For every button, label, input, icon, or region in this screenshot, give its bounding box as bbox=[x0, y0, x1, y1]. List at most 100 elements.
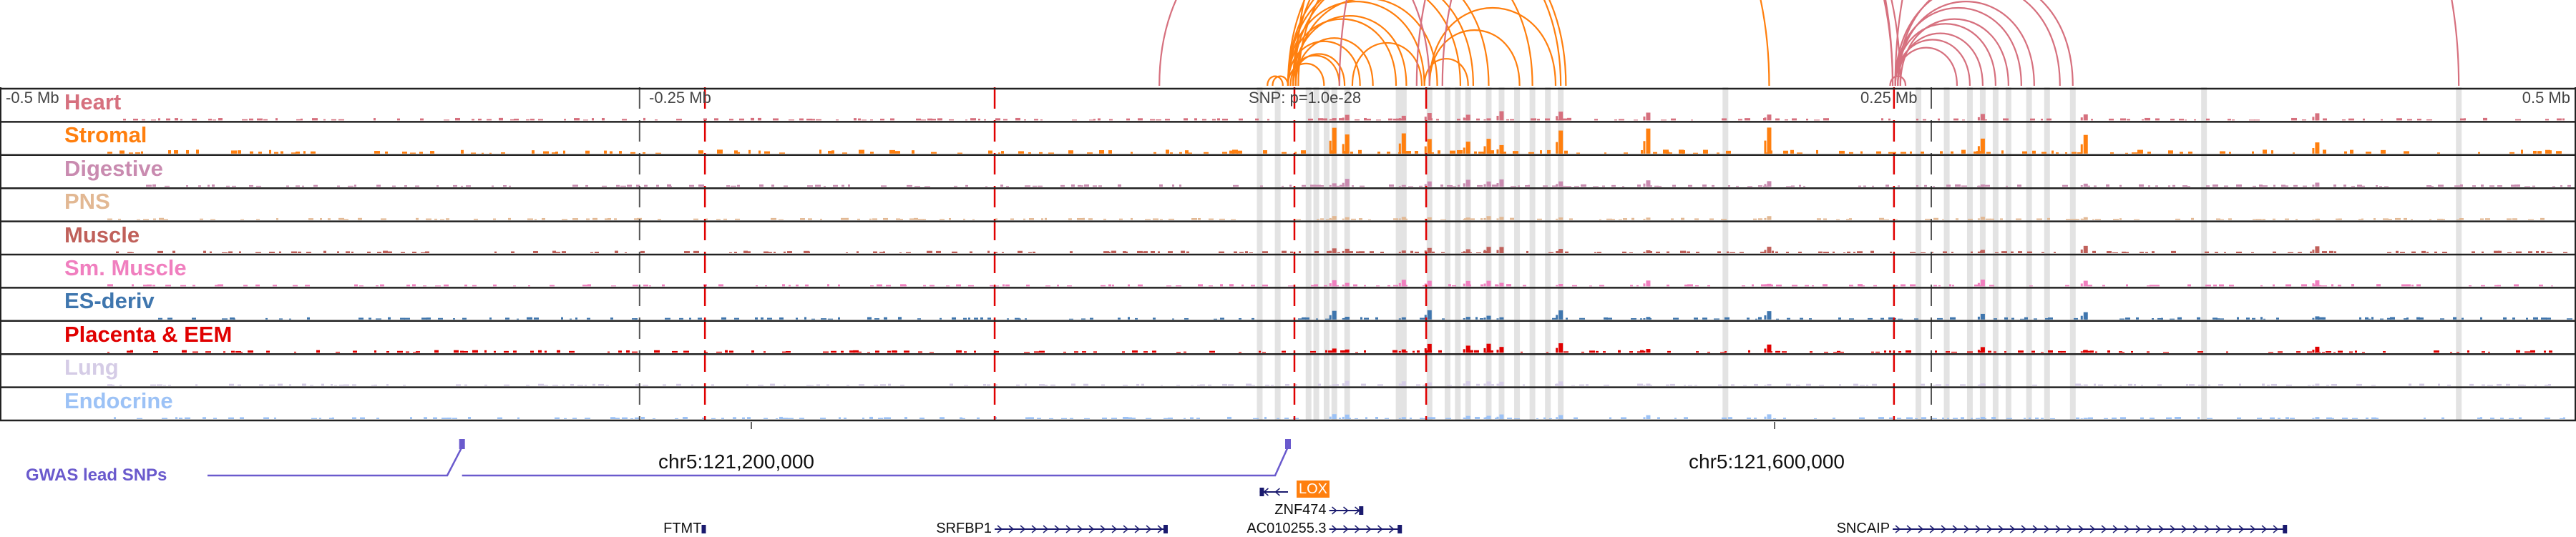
signal-bar bbox=[533, 250, 538, 253]
signal-bar bbox=[848, 184, 850, 187]
signal-peak bbox=[2083, 384, 2088, 386]
signal-peak bbox=[1767, 344, 1772, 353]
signal-bar bbox=[482, 152, 484, 154]
gwas-snp-marker[interactable] bbox=[1285, 439, 1291, 449]
signal-bar bbox=[2409, 383, 2411, 386]
strand-arrow-icon bbox=[1088, 525, 1095, 533]
signal-bar bbox=[1349, 251, 1353, 253]
loop-arc-heart bbox=[1897, 1, 2035, 87]
signal-bar bbox=[466, 185, 471, 187]
signal-bar bbox=[2338, 218, 2342, 220]
signal-bar bbox=[1673, 317, 1679, 320]
signal-bar bbox=[743, 250, 748, 253]
signal-peak bbox=[1345, 134, 1350, 154]
gwas-snp-marker[interactable] bbox=[459, 439, 465, 449]
signal-peak bbox=[1646, 180, 1651, 187]
signal-bar bbox=[949, 217, 951, 220]
signal-bar bbox=[1968, 218, 1973, 220]
loop-arc-stromal bbox=[1428, 6, 1557, 87]
signal-bar bbox=[654, 350, 660, 353]
signal-bar bbox=[2497, 383, 2502, 386]
signal-peak bbox=[1643, 385, 1646, 386]
signal-peak bbox=[2080, 117, 2083, 121]
signal-bar bbox=[930, 285, 935, 287]
signal-bar bbox=[196, 149, 199, 154]
signal-bar bbox=[987, 384, 990, 386]
signal-bar bbox=[1282, 152, 1287, 154]
gene-label-ac010255-3[interactable]: AC010255.3 bbox=[1246, 521, 1327, 536]
signal-bar bbox=[1843, 252, 1845, 253]
signal-bar bbox=[514, 118, 519, 121]
strand-arrow-icon bbox=[1043, 525, 1049, 533]
signal-bar bbox=[142, 119, 145, 121]
signal-peak bbox=[2083, 217, 2088, 220]
signal-bar bbox=[286, 185, 289, 187]
signal-bar bbox=[2088, 417, 2093, 419]
signal-bar bbox=[1077, 217, 1083, 220]
signal-bar bbox=[464, 285, 467, 287]
signal-bar bbox=[1531, 118, 1536, 121]
signal-bar bbox=[2544, 350, 2546, 353]
signal-peak bbox=[1643, 141, 1646, 154]
signal-bar bbox=[1579, 384, 1584, 386]
signal-peak bbox=[1483, 283, 1486, 287]
signal-bar bbox=[2351, 284, 2354, 287]
signal-bar bbox=[1071, 383, 1075, 386]
signal-bar bbox=[1910, 417, 1913, 419]
signal-bar bbox=[2426, 252, 2429, 253]
signal-bar bbox=[1754, 418, 1757, 419]
signal-bar bbox=[461, 185, 463, 187]
signal-bar bbox=[2457, 352, 2459, 353]
signal-bar bbox=[499, 117, 503, 121]
gene-label-srfbp1[interactable]: SRFBP1 bbox=[936, 521, 992, 536]
signal-bar bbox=[1549, 418, 1552, 419]
signal-peak bbox=[2312, 117, 2315, 121]
signal-peak bbox=[1486, 381, 1491, 386]
signal-bar bbox=[123, 119, 126, 121]
signal-bar bbox=[1045, 217, 1047, 220]
signal-bar bbox=[1156, 119, 1161, 121]
signal-bar bbox=[729, 252, 732, 253]
signal-bar bbox=[846, 252, 848, 253]
gene-label-znf474[interactable]: ZNF474 bbox=[1274, 502, 1327, 518]
strand-arrow-icon bbox=[1389, 525, 1395, 533]
signal-bar bbox=[763, 351, 766, 353]
signal-bar bbox=[759, 184, 763, 187]
signal-bar bbox=[1510, 217, 1514, 220]
signal-bar bbox=[2029, 417, 2031, 419]
signal-bar bbox=[1168, 251, 1173, 253]
signal-bar bbox=[1758, 185, 1762, 187]
signal-bar bbox=[1956, 218, 1958, 220]
signal-bar bbox=[1469, 350, 1473, 353]
signal-bar bbox=[434, 350, 439, 353]
signal-peak bbox=[1499, 317, 1504, 320]
signal-bar bbox=[816, 384, 820, 386]
signal-bar bbox=[889, 149, 895, 154]
signal-bar bbox=[1670, 383, 1675, 386]
signal-bar bbox=[1857, 251, 1863, 253]
signal-bar bbox=[1158, 251, 1160, 253]
signal-bar bbox=[1863, 185, 1866, 187]
signal-bar bbox=[2051, 150, 2054, 154]
signal-bar bbox=[1099, 150, 1104, 154]
signal-bar bbox=[256, 219, 260, 220]
signal-peak bbox=[2080, 315, 2083, 320]
signal-bar bbox=[255, 252, 261, 253]
signal-bar bbox=[1996, 385, 2001, 386]
signal-bar bbox=[2482, 384, 2485, 386]
signal-bar bbox=[2322, 251, 2327, 253]
loop-arc-stromal bbox=[1428, 29, 1521, 87]
signal-bar bbox=[1220, 317, 1224, 320]
signal-bar bbox=[2246, 317, 2250, 320]
signal-bar bbox=[534, 317, 539, 320]
gene-exon bbox=[1163, 525, 1168, 533]
signal-bar bbox=[2228, 218, 2232, 220]
gene-label-ftmt[interactable]: FTMT bbox=[663, 521, 702, 536]
gene-label-lox[interactable]: LOX bbox=[1297, 481, 1330, 498]
gene-label-sncaip[interactable]: SNCAIP bbox=[1836, 521, 1890, 536]
signal-bar bbox=[503, 184, 507, 187]
signal-bar bbox=[1151, 250, 1155, 253]
signal-bar bbox=[2216, 318, 2220, 320]
signal-bar bbox=[1045, 285, 1050, 287]
signal-bar bbox=[1910, 284, 1916, 287]
